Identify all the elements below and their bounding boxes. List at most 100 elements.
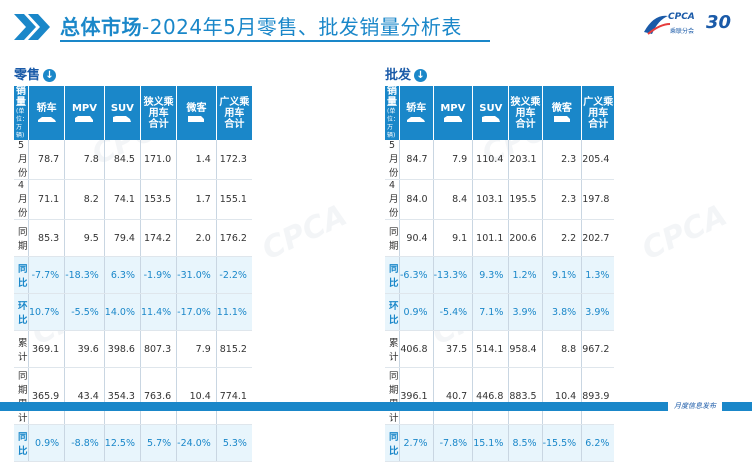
table-cell: 5.7%: [140, 424, 178, 462]
row-label: 同期累计: [385, 367, 400, 425]
table-cell: 8.2: [64, 179, 105, 220]
sedan-icon: [407, 117, 426, 122]
row-label: 同比: [14, 424, 29, 462]
table-row: 同比 0.9% -8.8% 12.5% 5.7% -24.0% 5.3%: [14, 424, 252, 462]
table-cell: 396.1: [399, 367, 434, 425]
col-header-broad-total: 广义乘用车 合计: [581, 86, 615, 140]
col-header-sedan: 轿车: [28, 86, 66, 140]
table-cell: 40.7: [433, 367, 474, 425]
table-cell: -5.4%: [433, 293, 474, 331]
microvan-icon: [188, 116, 205, 122]
table-cell: 893.9: [581, 367, 615, 425]
table-row: 同期 85.3 9.5 79.4 174.2 2.0 176.2: [14, 219, 252, 257]
table-row: 同比 -7.7% -18.3% 6.3% -1.9% -31.0% -2.2%: [14, 256, 252, 294]
table-cell: 71.1: [28, 179, 66, 220]
table-cell: 354.3: [104, 367, 141, 425]
page-title: 总体市场-2024年5月零售、批发销量分析表: [60, 15, 462, 39]
table-cell: 1.3%: [581, 256, 615, 294]
table-cell: 10.4: [176, 367, 217, 425]
logo-30: 30: [706, 12, 732, 33]
arrow-down-circle-icon: ↓: [414, 69, 428, 82]
table-cell: -6.3%: [399, 256, 434, 294]
table-cell: 0.9%: [399, 293, 434, 331]
logo-subtext: 乘联分会: [670, 28, 695, 35]
table-cell: 78.7: [28, 140, 66, 180]
table-cell: -5.5%: [64, 293, 105, 331]
table-cell: 15.1%: [472, 424, 510, 462]
table-cell: 815.2: [216, 330, 252, 368]
table-cell: 14.0%: [104, 293, 141, 331]
table-cell: 7.8: [64, 140, 105, 180]
table-cell: 110.4: [472, 140, 510, 180]
col-header-narrow-total: 狭义乘用车 合计: [508, 86, 543, 140]
table-cell: 406.8: [399, 330, 434, 368]
arrow-down-circle-icon: ↓: [43, 69, 57, 82]
table-cell: 79.4: [104, 219, 141, 257]
table-cell: -24.0%: [176, 424, 217, 462]
table-cell: 176.2: [216, 219, 252, 257]
table-cell: 39.6: [64, 330, 105, 368]
chevron-right-icon: [14, 14, 50, 40]
table-cell: 774.1: [216, 367, 252, 425]
page-header: 总体市场-2024年5月零售、批发销量分析表 CPCA 乘联分会 30: [0, 0, 752, 48]
mpv-icon: [443, 116, 462, 122]
table-cell: -17.0%: [176, 293, 217, 331]
microvan-icon: [553, 116, 570, 122]
mpv-icon: [75, 116, 94, 122]
table-cell: -1.9%: [140, 256, 178, 294]
table-row: 同期 90.4 9.1 101.1 200.6 2.2 202.7: [385, 219, 615, 257]
table-cell: 2.3: [542, 179, 583, 220]
table-row: 累计 406.8 37.5 514.1 958.4 8.8 967.2: [385, 330, 615, 368]
table-row: 4月份 84.0 8.4 103.1 195.5 2.3 197.8: [385, 179, 615, 220]
row-label: 5月份: [14, 140, 29, 180]
footer-bar: [0, 402, 752, 411]
table-cell: -18.3%: [64, 256, 105, 294]
table-cell: 205.4: [581, 140, 615, 180]
table-cell: 2.7%: [399, 424, 434, 462]
table-cell: 6.3%: [104, 256, 141, 294]
table-row: 4月份 71.1 8.2 74.1 153.5 1.7 155.1: [14, 179, 252, 220]
col-header-mpv: MPV: [433, 86, 474, 140]
row-label: 累计: [14, 330, 29, 368]
table-cell: 398.6: [104, 330, 141, 368]
watermark-logo: CPCA: [256, 197, 353, 268]
table-cell: 10.7%: [28, 293, 66, 331]
table-cell: -2.2%: [216, 256, 252, 294]
table-cell: 7.9: [176, 330, 217, 368]
table-cell: 967.2: [581, 330, 615, 368]
table-cell: 8.5%: [508, 424, 543, 462]
table-cell: 2.2: [542, 219, 583, 257]
table-cell: -8.8%: [64, 424, 105, 462]
table-cell: 883.5: [508, 367, 543, 425]
table-cell: 2.0: [176, 219, 217, 257]
table-cell: 365.9: [28, 367, 66, 425]
table-cell: 1.2%: [508, 256, 543, 294]
suv-icon: [481, 116, 500, 122]
table-cell: 197.8: [581, 179, 615, 220]
table-cell: 203.1: [508, 140, 543, 180]
col-header-broad-total: 广义乘用车 合计: [216, 86, 252, 140]
row-label: 4月份: [14, 179, 29, 220]
col-header-sales: 销量 (单位：万辆): [14, 86, 29, 140]
logo-text: CPCA: [668, 12, 695, 22]
table-row: 同比 2.7% -7.8% 15.1% 8.5% -15.5% 6.2%: [385, 424, 615, 462]
table-cell: 11.4%: [140, 293, 178, 331]
row-label: 同比: [385, 424, 400, 462]
table-cell: 1.7: [176, 179, 217, 220]
footer-text: 月度信息发布: [668, 401, 722, 411]
table-row: 环比 10.7% -5.5% 14.0% 11.4% -17.0% 11.1%: [14, 293, 252, 331]
table-cell: 202.7: [581, 219, 615, 257]
table-cell: 7.9: [433, 140, 474, 180]
table-cell: 195.5: [508, 179, 543, 220]
col-header-suv: SUV: [104, 86, 141, 140]
table-cell: 0.9%: [28, 424, 66, 462]
col-header-mpv: MPV: [64, 86, 105, 140]
table-cell: 1.4: [176, 140, 217, 180]
table-cell: 84.7: [399, 140, 434, 180]
table-cell: -7.7%: [28, 256, 66, 294]
table-row: 环比 0.9% -5.4% 7.1% 3.9% 3.8% 3.9%: [385, 293, 615, 331]
table-row: 5月份 78.7 7.8 84.5 171.0 1.4 172.3: [14, 140, 252, 180]
table-cell: 3.8%: [542, 293, 583, 331]
row-label: 环比: [385, 293, 400, 331]
